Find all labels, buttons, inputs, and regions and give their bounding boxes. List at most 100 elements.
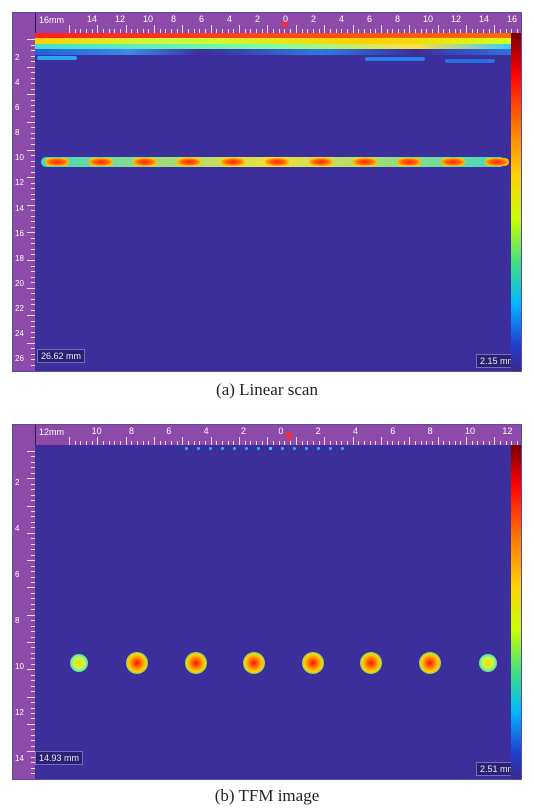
ruler-tick <box>31 467 35 469</box>
ruler-tick <box>27 315 35 317</box>
ruler-tick <box>403 29 405 33</box>
origin-marker-icon <box>285 433 293 441</box>
top-ruler: 16mm 14 12 10 8 6 4 2 0 2 4 6 8 10 12 14 16 <box>35 13 521 34</box>
ruler-tick <box>346 29 348 33</box>
ruler-tick-label: 14 <box>15 203 24 213</box>
ruler-tick <box>380 437 382 445</box>
ruler-tick <box>239 25 241 33</box>
ruler-tick-label: 0 <box>283 14 289 24</box>
ruler-tick-label: 10 <box>15 153 24 163</box>
ruler-tick <box>91 441 93 445</box>
ruler-tick <box>471 29 473 33</box>
depth-readout: 26.62 mm <box>37 349 86 363</box>
ruler-tick-label: 8 <box>427 426 433 436</box>
ruler-tick <box>346 441 348 445</box>
ruler-tick <box>27 696 35 698</box>
ruler-tick <box>307 29 309 33</box>
ruler-tick <box>31 243 35 245</box>
ruler-tick <box>465 437 467 445</box>
ruler-tick <box>103 441 105 445</box>
ruler-tick <box>69 437 70 445</box>
ruler-tick-label: 16 <box>507 14 518 24</box>
ruler-tick <box>31 88 35 90</box>
ruler-tick <box>511 29 513 33</box>
ruler-tick <box>31 132 35 134</box>
ruler-tick <box>31 304 35 306</box>
ruler-tick <box>494 437 496 445</box>
ruler-tick-label: 16 <box>15 228 24 238</box>
ruler-tick <box>290 29 292 33</box>
reflector-indication <box>243 652 266 674</box>
ruler-tick <box>27 66 35 68</box>
ruler-tick <box>31 472 35 474</box>
ruler-tick <box>137 29 139 33</box>
ruler-tick <box>369 29 371 33</box>
ruler-tick <box>31 171 35 173</box>
ruler-tick <box>329 441 331 445</box>
ruler-tick <box>244 29 246 33</box>
ruler-tick <box>31 625 35 627</box>
ruler-tick <box>369 441 371 445</box>
ruler-tick-label: 10 <box>423 14 434 24</box>
ruler-tick <box>31 729 35 731</box>
ruler-tick <box>341 29 343 33</box>
ruler-tick-label: 22 <box>15 303 24 313</box>
ruler-tick <box>31 348 35 350</box>
surface-echo-dot <box>257 447 260 450</box>
near-surface-echo <box>365 57 425 61</box>
scan-plot-area[interactable]: 26.62 mm 2.15 mm <box>35 33 511 371</box>
ruler-tick <box>31 353 35 355</box>
ruler-tick <box>31 127 35 129</box>
ruler-tick <box>273 29 275 33</box>
ruler-tick <box>27 39 35 40</box>
tfm-plot-area[interactable]: 14.93 mm 2.51 mm <box>35 445 511 779</box>
ruler-tick <box>358 29 360 33</box>
ruler-tick <box>278 441 280 445</box>
ruler-tick <box>182 25 184 33</box>
ruler-tick <box>222 29 224 33</box>
position-readout: 2.51 mm <box>475 762 511 776</box>
ruler-tick-label: 2 <box>15 477 20 487</box>
ruler-tick <box>380 25 382 33</box>
ruler-tick <box>426 441 428 445</box>
caption-linear-scan: (a) Linear scan <box>216 380 318 399</box>
ruler-tick <box>69 25 70 33</box>
ruler-tick <box>193 441 195 445</box>
ruler-tick-label: 6 <box>367 14 373 24</box>
ruler-tick <box>460 29 462 33</box>
ruler-tick-label: 4 <box>15 523 20 533</box>
ruler-tick <box>137 441 139 445</box>
ruler-tick-label: 8 <box>129 426 135 436</box>
reflector-indication <box>397 158 421 166</box>
ruler-tick-label: 14 <box>479 14 490 24</box>
reflector-indication <box>133 158 157 166</box>
reflector-indication <box>479 654 497 672</box>
ruler-tick <box>31 326 35 328</box>
reflector-indication <box>301 652 324 674</box>
ruler-tick <box>86 29 87 33</box>
ruler-tick <box>31 226 35 228</box>
ruler-tick <box>148 441 150 445</box>
ruler-tick <box>188 29 190 33</box>
ruler-tick-label: 4 <box>339 14 345 24</box>
ruler-tick <box>31 320 35 322</box>
ruler-tick-label: 12 <box>15 707 24 717</box>
ruler-tick <box>290 441 292 445</box>
ruler-tick <box>31 767 35 769</box>
ruler-tick <box>335 29 337 33</box>
ruler-tick <box>199 29 201 33</box>
reflector-indication <box>70 654 88 672</box>
surface-echo-dot <box>269 447 272 450</box>
ruler-tick <box>250 29 252 33</box>
ruler-tick <box>31 603 35 605</box>
ruler-tick <box>165 441 167 445</box>
reflector-indication <box>418 652 441 674</box>
ruler-tick-label: 4 <box>353 426 359 436</box>
ruler-tick <box>31 527 35 529</box>
ruler-tick <box>74 441 76 445</box>
ruler-tick-label: 6 <box>15 569 20 579</box>
ruler-tick-label: 2 <box>315 426 321 436</box>
ruler-tick <box>31 143 35 145</box>
ruler-tick <box>31 663 35 665</box>
ruler-tick <box>216 29 218 33</box>
